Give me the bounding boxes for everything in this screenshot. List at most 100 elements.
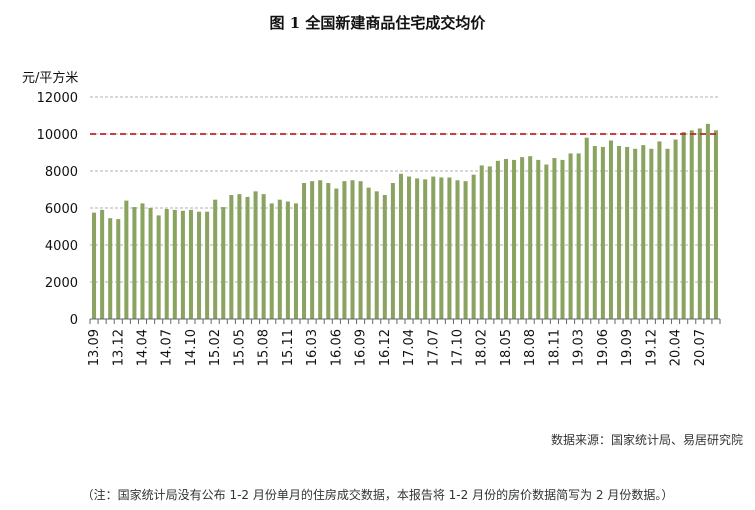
bar (536, 159, 541, 319)
footnote: （注：国家统计局没有公布 1-2 月份单月的住房成交数据，本报告将 1-2 月份… (81, 488, 674, 502)
bar (277, 199, 282, 319)
x-tick-label: 20.04 (669, 329, 684, 366)
y-axis-unit-label: 元/平方米 (22, 71, 79, 86)
x-tick-label: 18.05 (499, 329, 514, 366)
bar (237, 194, 242, 320)
bar (398, 173, 403, 319)
y-tick-label: 6000 (45, 202, 78, 217)
bar (608, 140, 613, 319)
bar (124, 200, 129, 319)
bar (310, 181, 315, 319)
y-tick-label: 12000 (37, 91, 78, 106)
bar (407, 176, 412, 319)
bar (641, 145, 646, 319)
bar (285, 201, 290, 319)
bar (197, 211, 202, 319)
x-tick-label: 13.12 (111, 329, 126, 366)
x-tick-label: 18.11 (547, 329, 562, 366)
bar (415, 178, 420, 319)
bar (245, 196, 250, 319)
x-tick-label: 17.10 (451, 329, 466, 366)
bar (487, 166, 492, 320)
x-tick-label: 18.02 (475, 329, 490, 366)
bar (528, 156, 533, 319)
bar (326, 183, 331, 319)
bar (689, 130, 694, 319)
bar (673, 139, 678, 319)
x-tick-label: 15.08 (257, 329, 272, 366)
bar (92, 212, 97, 320)
x-tick-label: 19.12 (644, 329, 659, 366)
y-tick-label: 10000 (37, 128, 78, 143)
bar (140, 203, 145, 320)
bar (697, 128, 702, 319)
x-tick-label: 16.12 (378, 329, 393, 366)
x-tick-label: 18.08 (523, 329, 538, 366)
bar (253, 191, 258, 319)
bar (600, 146, 605, 319)
bar (681, 132, 686, 319)
x-tick-label: 16.03 (305, 329, 320, 366)
x-tick-label: 14.07 (160, 329, 175, 366)
bar (374, 191, 379, 319)
bar (390, 183, 395, 319)
bar (495, 160, 500, 319)
bar (439, 177, 444, 319)
x-tick-label: 19.09 (620, 329, 635, 366)
x-tick-label: 13.09 (87, 329, 102, 366)
bar (423, 179, 428, 319)
bar (116, 219, 121, 319)
bar (229, 195, 234, 319)
bar (617, 146, 622, 319)
bar (431, 176, 436, 319)
x-tick-label: 17.07 (426, 329, 441, 366)
bar (382, 195, 387, 319)
bar (633, 148, 638, 319)
bar (100, 209, 105, 319)
bar (172, 209, 177, 319)
x-tick-label: 14.04 (136, 329, 151, 366)
x-tick-label: 14.10 (184, 329, 199, 366)
bar (108, 218, 113, 319)
bar (592, 146, 597, 319)
bar (318, 180, 323, 319)
bar (350, 180, 355, 319)
bar (520, 157, 525, 320)
bar (503, 158, 508, 319)
bar (560, 159, 565, 319)
bar (302, 183, 307, 319)
bar (479, 165, 484, 319)
bar (471, 174, 476, 319)
bar (261, 194, 266, 320)
data-source: 数据来源：国家统计局、易居研究院 (550, 433, 743, 447)
bar (705, 123, 710, 319)
bar (568, 153, 573, 319)
x-tick-label: 17.04 (402, 329, 417, 366)
bar (512, 159, 517, 319)
bar (366, 187, 371, 319)
bar (221, 207, 226, 319)
x-tick-label: 19.03 (572, 329, 587, 366)
bar (584, 137, 589, 319)
bar (213, 199, 218, 319)
bar (342, 181, 347, 319)
bar (269, 203, 274, 320)
x-tick-label: 15.02 (208, 329, 223, 366)
bar (552, 158, 557, 319)
bar (713, 130, 718, 319)
x-tick-label: 20.07 (693, 329, 708, 366)
bar (293, 203, 298, 320)
bar (544, 164, 549, 319)
x-tick-label: 19.06 (596, 329, 611, 366)
bar (188, 209, 193, 319)
bar (334, 188, 339, 319)
y-tick-label: 2000 (45, 276, 78, 291)
bar (148, 208, 153, 319)
bar (665, 148, 670, 319)
bar (576, 153, 581, 319)
bar (625, 146, 630, 319)
x-tick-label: 15.05 (232, 329, 247, 366)
bar (463, 181, 468, 319)
x-tick-label: 16.06 (329, 329, 344, 366)
